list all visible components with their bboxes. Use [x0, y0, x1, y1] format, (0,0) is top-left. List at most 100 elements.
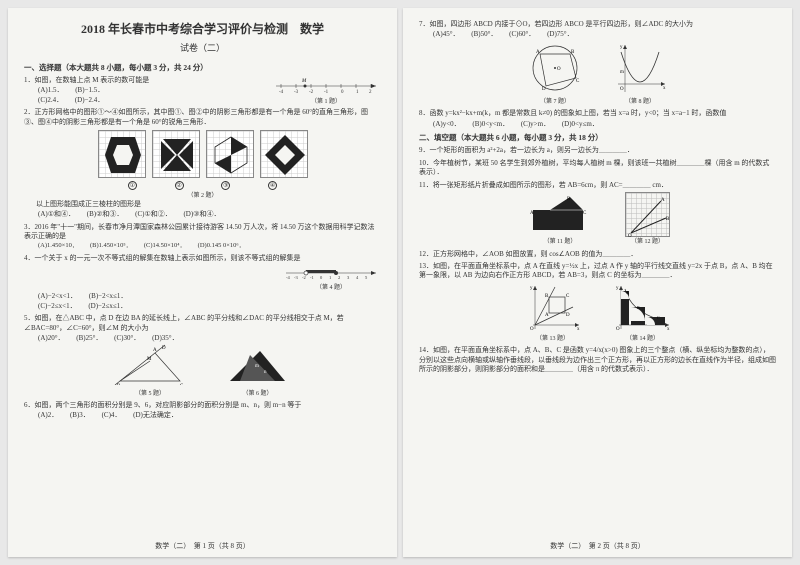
q7-fig-label-r: （第 8 题） — [613, 98, 668, 106]
svg-text:O: O — [616, 327, 620, 331]
q12-grid-figure: O A B — [625, 192, 670, 237]
q3-options: (A)1.450×10． (B)1.450×10⁵． (C)14.50×10⁴．… — [24, 242, 381, 251]
q2-fig-label: （第 2 题） — [24, 192, 381, 200]
q2-shape-3 — [206, 130, 254, 178]
q4-numberline: -4-3-2-1012345 （第 4 题） — [281, 264, 381, 293]
page-right: 7．如图，四边形 ABCD 内接于⊙O，若四边形 ABCO 是平行四边形，则∠A… — [403, 8, 792, 557]
q2-shape-1 — [98, 130, 146, 178]
question-6: 6．如图，两个三角形的面积分别是 9、6，对应阴影部分的面积分别是 m、n，则 … — [24, 401, 381, 421]
section-2-header: 二、填空题（本大题共 6 小题，每小题 3 分，共 18 分） — [419, 132, 776, 143]
q3-opt-c: (C)14.50×10⁴． — [144, 242, 186, 251]
svg-text:x: x — [577, 327, 580, 331]
q7-fig-label-l: （第 7 题） — [528, 98, 583, 106]
q2-options: (A)①和④． (B)②和③． (C)①和②． (D)③和④． — [24, 210, 381, 219]
question-14: 14．如图，在平面直角坐标系中，点 A、B、C 是函数 y=4/x(x>0) 图… — [419, 346, 776, 374]
svg-text:1: 1 — [329, 275, 331, 280]
q1-fig-label: （第 1 题） — [271, 98, 381, 106]
svg-text:M: M — [301, 79, 307, 84]
question-7: 7．如图，四边形 ABCD 内接于⊙O，若四边形 ABCO 是平行四边形，则∠A… — [419, 20, 776, 106]
svg-text:C: C — [576, 79, 580, 84]
q4-opt-a: (A)−2<x<1． — [38, 292, 77, 301]
q1-opt-a: (A)1.5． — [38, 86, 63, 95]
q2-shapes — [24, 130, 381, 178]
svg-text:3: 3 — [347, 275, 350, 280]
q7-q8-figures: O ABCD （第 7 题） xyOm （第 8 题） — [419, 42, 776, 107]
svg-text:5: 5 — [365, 275, 368, 280]
question-8: 8．函数 y=kx²−kx+m(k，m 都是常数且 k≠0) 的图象如上图，若当… — [419, 109, 776, 129]
exam-title: 2018 年长春市中考综合学习评价与检测 数学 — [24, 20, 381, 37]
q8-text: 8．函数 y=kx²−kx+m(k，m 都是常数且 k≠0) 的图象如上图，若当… — [419, 109, 776, 118]
q4-opt-b: (B)−2<x≤1． — [89, 292, 128, 301]
svg-text:4: 4 — [356, 275, 359, 280]
svg-text:0: 0 — [320, 275, 323, 280]
svg-text:1: 1 — [356, 90, 359, 94]
section-1-header: 一、选择题（本大题共 8 小题，每小题 3 分，共 24 分） — [24, 62, 381, 73]
q6-opt-a: (A)2． — [38, 411, 58, 420]
q5-options: (A)20°． (B)25°． (C)30°． (D)35°． — [24, 334, 381, 343]
svg-text:A: A — [661, 198, 665, 203]
q7-text: 7．如图，四边形 ABCD 内接于⊙O，若四边形 ABCO 是平行四边形，则∠A… — [419, 20, 776, 29]
svg-text:D: D — [162, 346, 166, 351]
q6-opt-b: (B)3． — [70, 411, 90, 420]
q11-q12-figures: ABC （第 11 题） OAB （第 12 题） — [419, 192, 776, 247]
page-left: 2018 年长春市中考综合学习评价与检测 数学 试卷（二） 一、选择题（本大题共… — [8, 8, 397, 557]
question-10: 10．今年植树节，某班 50 名学生到郊外植树，平均每人植树 m 棵，则该班一共… — [419, 159, 776, 178]
svg-text:-4: -4 — [286, 275, 290, 280]
q3-opt-b: (B)1.450×10⁵． — [90, 242, 132, 251]
q5-text: 5．如图，在△ABC 中，点 D 在边 BA 的延长线上，∠ABC 的平分线和∠… — [24, 314, 381, 333]
q6-text: 6．如图，两个三角形的面积分别是 9、6，对应阴影部分的面积分别是 m、n，则 … — [24, 401, 381, 410]
q1-opt-c: (C)2.4． — [38, 96, 63, 105]
svg-text:-2: -2 — [302, 275, 306, 280]
svg-text:O: O — [628, 234, 632, 238]
q5-fig-label: （第 5 题） — [110, 390, 190, 398]
question-12: 12．正方形网格中，∠AOB 如图放置，则 cos∠AOB 的值为＿＿＿＿． — [419, 250, 776, 259]
svg-text:D: D — [566, 313, 570, 318]
q2-shape-4 — [260, 130, 308, 178]
q2-opt-b: (B)②和③． — [87, 210, 124, 219]
svg-text:2: 2 — [338, 275, 340, 280]
q1-opt-d: (D)−2.4． — [75, 96, 104, 105]
svg-text:y: y — [616, 286, 619, 291]
svg-text:A: A — [545, 313, 549, 318]
footer-right: 数学（二） 第 2 页（共 8 页） — [403, 541, 792, 551]
svg-text:B: B — [571, 50, 575, 55]
q7-opt-b: (B)50°． — [471, 30, 497, 39]
svg-text:A: A — [626, 290, 629, 295]
svg-text:C: C — [583, 211, 587, 216]
q6-fig-label: （第 6 题） — [220, 390, 295, 398]
svg-text:A: A — [530, 211, 534, 216]
svg-text:y: y — [620, 45, 623, 50]
svg-text:m: m — [255, 364, 259, 369]
question-11: 11．将一张矩形纸片折叠成如图所示的图形，若 AB=6cm，则 AC=＿＿＿＿ … — [419, 181, 776, 247]
q1-opt-b: (B)−1.5． — [75, 86, 104, 95]
question-4: 4．一个关于 x 的一元一次不等式组的解集在数轴上表示如图所示，则该不等式组的解… — [24, 254, 381, 311]
q8-parabola-figure: xyOm — [613, 42, 668, 94]
question-5: 5．如图，在△ABC 中，点 D 在边 BA 的延长线上，∠ABC 的平分线和∠… — [24, 314, 381, 398]
svg-text:C: C — [566, 294, 570, 299]
svg-text:D: D — [542, 87, 546, 92]
svg-text:x: x — [663, 86, 666, 91]
q13-q14-figures: Oxy ABCD （第 13 题） Oxy ABC （第 14 题） — [419, 283, 776, 344]
q3-opt-a: (A)1.450×10． — [38, 242, 78, 251]
q5-opt-b: (B)25°． — [76, 334, 102, 343]
q8-opt-a: (A)y<0． — [433, 120, 461, 129]
q2-sub: 以上图形能围成正三棱柱的图形是 — [24, 200, 381, 209]
q3-text: 3．2016 年"十一"期间，长春市净月潭国家森林公园累计接待游客 14.50 … — [24, 223, 381, 242]
q13-fig-label-r: （第 14 题） — [613, 335, 673, 343]
svg-text:-2: -2 — [309, 90, 314, 94]
svg-text:m: m — [620, 70, 624, 75]
question-3: 3．2016 年"十一"期间，长春市净月潭国家森林公园累计接待游客 14.50 … — [24, 223, 381, 252]
q5-q6-figures: BCADM （第 5 题） mn （第 6 题） — [24, 343, 381, 398]
svg-text:-1: -1 — [310, 275, 314, 280]
q2-text: 2．正方形网格中的图形①～④如图所示，其中图①、图②中的阴影三角形都是有一个角是… — [24, 108, 381, 127]
q7-opt-c: (C)60°． — [509, 30, 535, 39]
footer-left: 数学（二） 第 1 页（共 8 页） — [8, 541, 397, 551]
q11-fold-figure: ABC — [525, 192, 595, 234]
svg-text:B: B — [545, 294, 549, 299]
q7-opt-d: (D)75°． — [547, 30, 574, 39]
q2-shape-nums: ① ② ③ ④ — [24, 181, 381, 190]
q7-options: (A)45°． (B)50°． (C)60°． (D)75°． — [419, 30, 776, 39]
q5-opt-c: (C)30°． — [114, 334, 140, 343]
q13-text: 13．如图，在平面直角坐标系中，点 A 在直线 y=½x 上，过点 A 作 y … — [419, 262, 776, 281]
svg-text:B: B — [666, 217, 670, 222]
